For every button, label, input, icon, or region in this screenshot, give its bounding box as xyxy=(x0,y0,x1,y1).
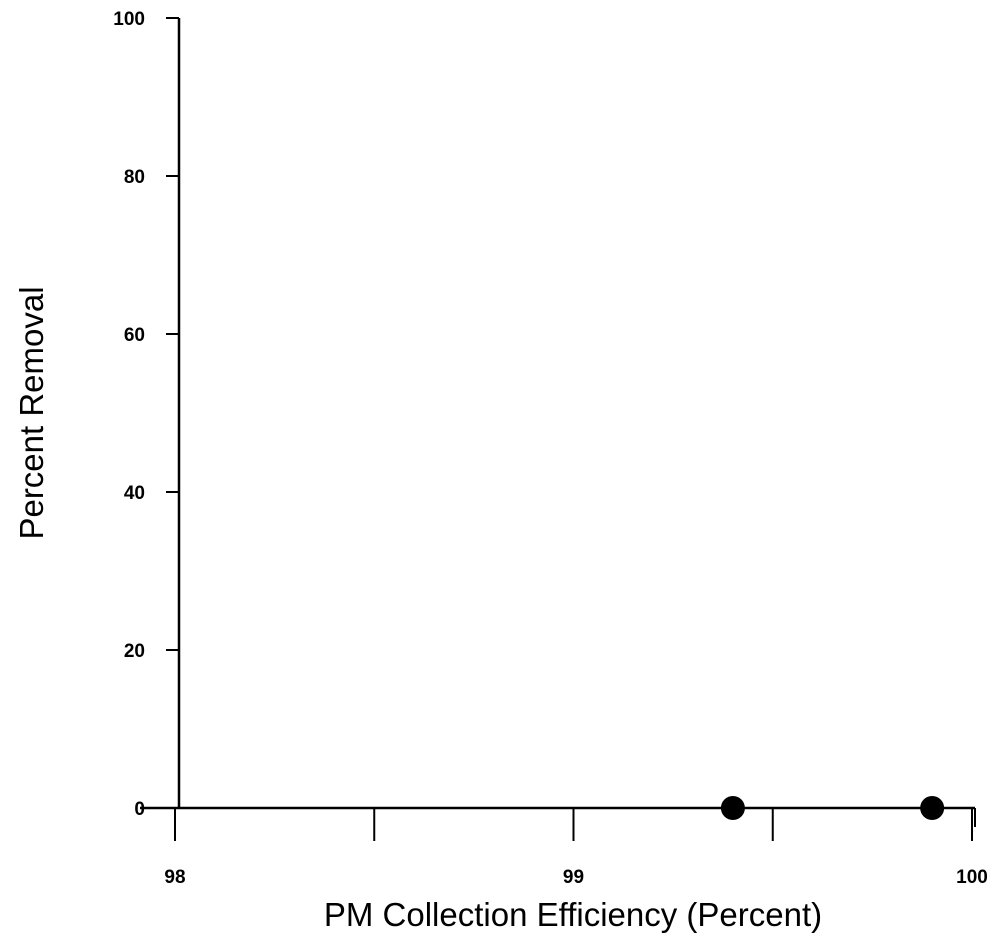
data-point xyxy=(720,796,745,820)
data-point xyxy=(920,796,945,820)
y-tick-label: 20 xyxy=(124,641,145,662)
y-tick-label: 40 xyxy=(124,483,145,504)
x-tick-label: 99 xyxy=(563,867,584,888)
y-axis: 0 20 40 60 80 100 xyxy=(113,9,181,820)
y-tick-label: 80 xyxy=(124,167,145,188)
data-points xyxy=(720,796,945,820)
y-tick-label: 0 xyxy=(134,799,145,820)
y-axis-ticks: 0 20 40 60 80 100 xyxy=(113,9,179,820)
x-tick-label: 100 xyxy=(956,867,988,888)
y-tick-label: 100 xyxy=(113,9,145,30)
x-tick-label: 98 xyxy=(164,867,185,888)
x-axis-ticks: 98 99 100 xyxy=(164,808,988,888)
x-axis-title: PM Collection Efficiency (Percent) xyxy=(324,896,822,933)
x-axis: 98 99 100 xyxy=(140,806,988,888)
y-tick-label: 60 xyxy=(124,325,145,346)
y-axis-title: Percent Removal xyxy=(13,286,50,539)
